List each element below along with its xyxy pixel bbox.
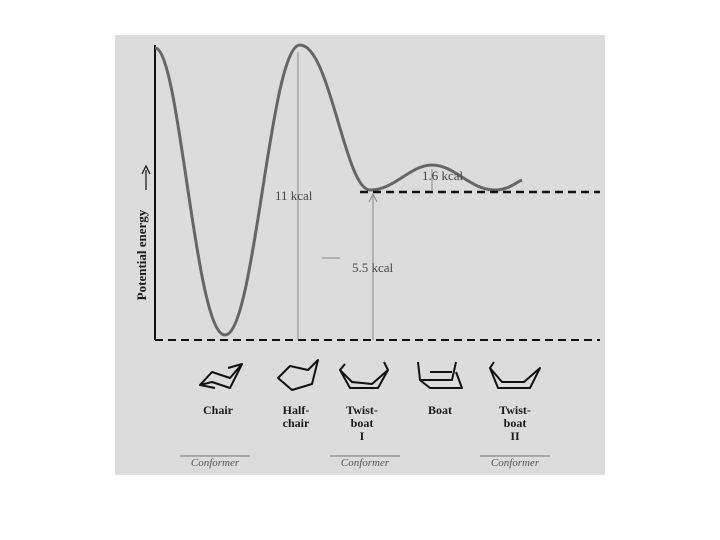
conformer-label: Boat — [428, 403, 452, 417]
energy-curve — [154, 43, 523, 337]
conformer-label: I — [360, 429, 365, 443]
conformer-label: Chair — [203, 403, 234, 417]
conformer-label: chair — [283, 416, 310, 430]
axis-arrow-head — [141, 164, 151, 175]
molecules — [199, 359, 541, 391]
footer-label: Conformer — [191, 457, 240, 469]
annotation: 1.6 kcal — [422, 168, 464, 183]
conformer-label: boat — [351, 416, 374, 430]
footer-label: Conformer — [491, 457, 540, 469]
annotation: 5.5 kcal — [352, 260, 394, 275]
arrow-head — [368, 192, 378, 203]
conformer-label: II — [510, 429, 520, 443]
conformer-label: Half- — [283, 403, 310, 417]
conformer-label: boat — [504, 416, 527, 430]
conformer-label: Twist- — [499, 403, 531, 417]
axis-label: Potential energy — [134, 209, 149, 300]
scan-background — [115, 35, 605, 475]
footer-label: Conformer — [341, 457, 390, 469]
annotation: 11 kcal — [275, 188, 313, 203]
conformer-label: Twist- — [346, 403, 378, 417]
